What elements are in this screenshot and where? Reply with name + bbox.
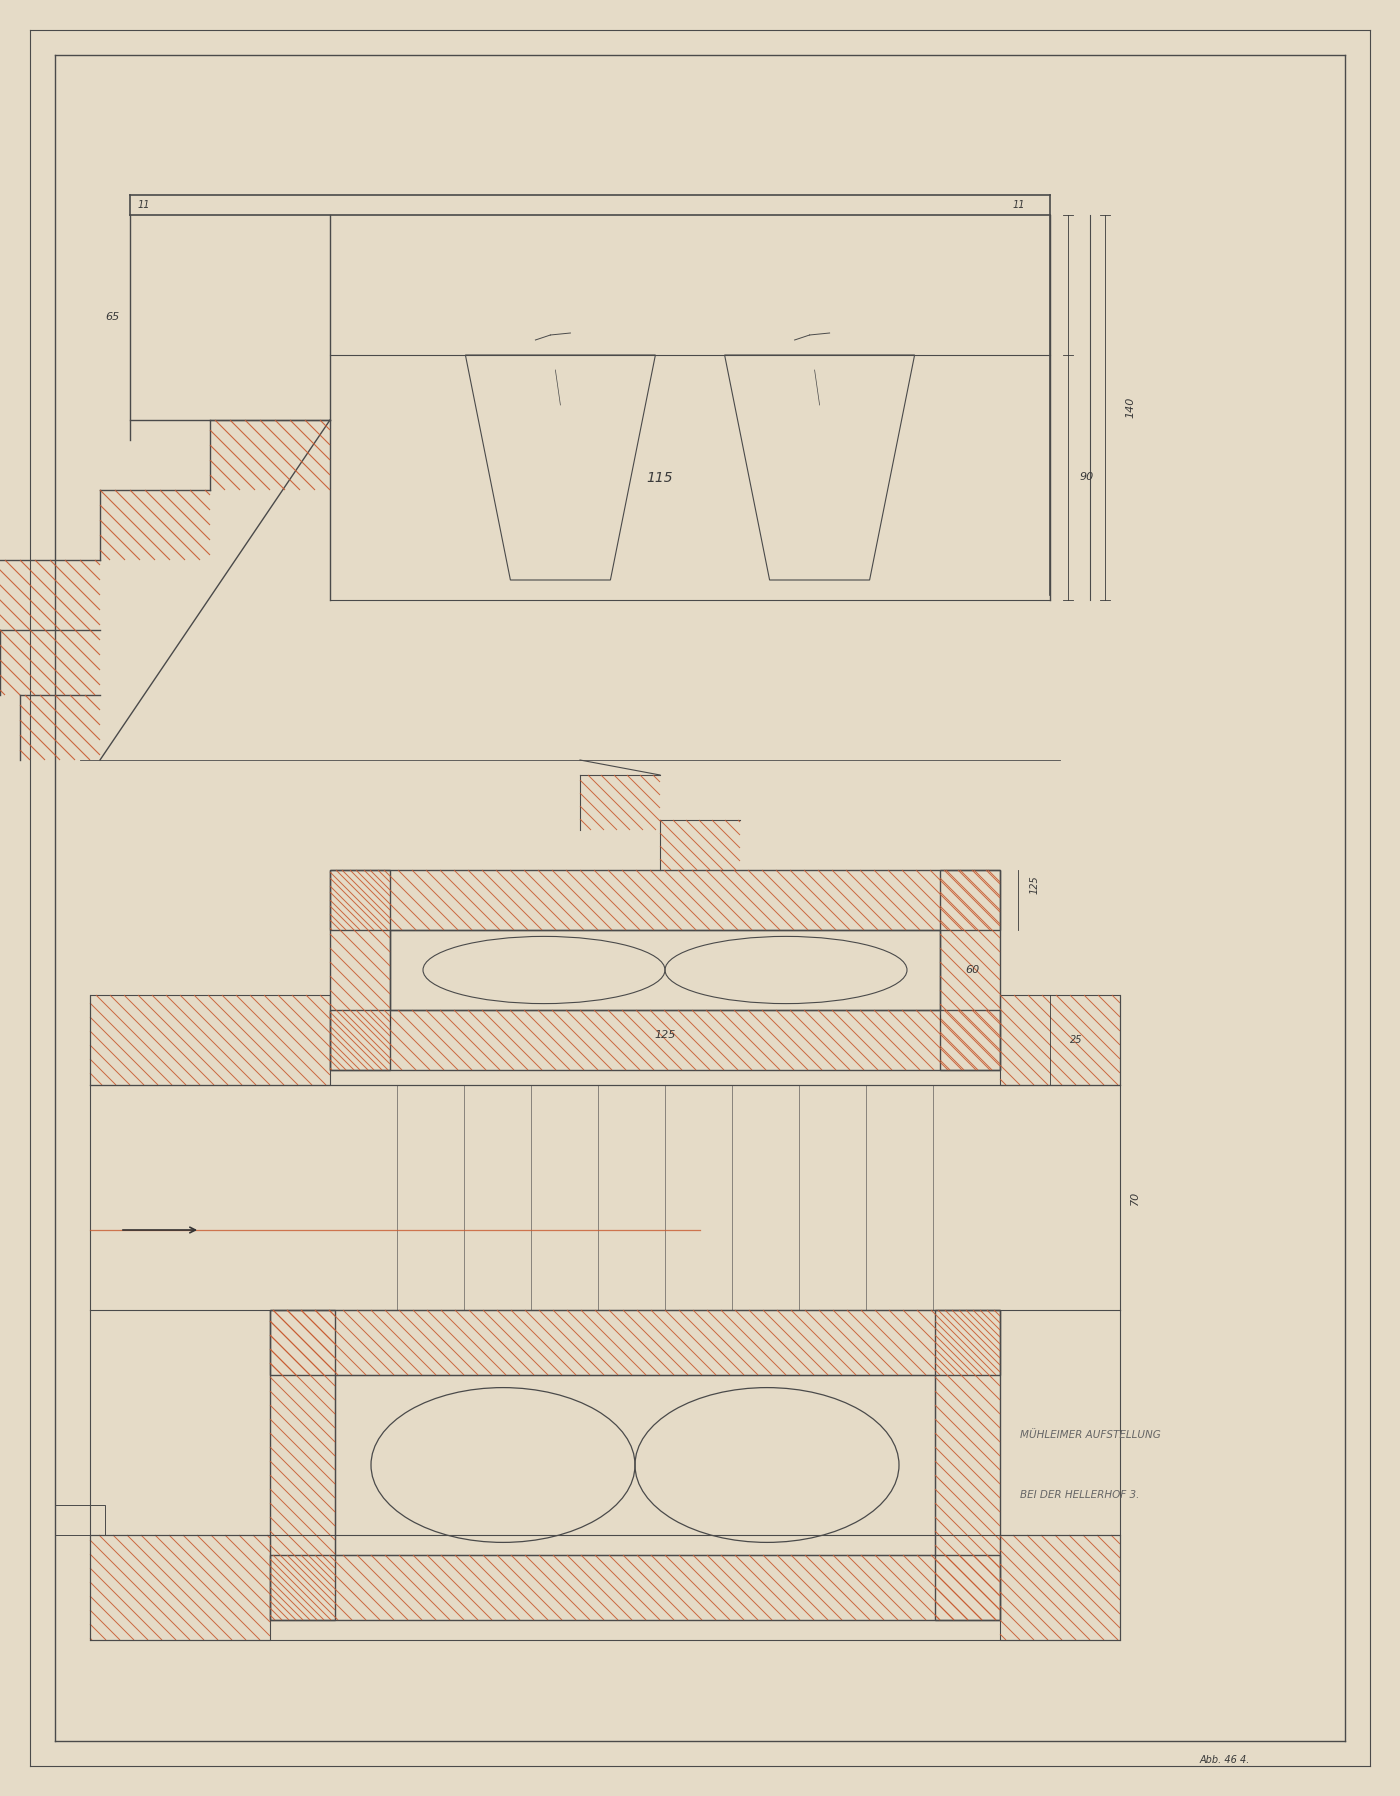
Text: 25: 25	[1070, 1034, 1082, 1045]
Text: 90: 90	[1079, 472, 1095, 483]
Text: 115: 115	[647, 471, 673, 485]
Text: 125: 125	[1030, 875, 1040, 894]
Bar	[1000, 995, 1120, 1085]
Text: 140: 140	[1126, 397, 1135, 418]
Text: BEI DER HELLERHOF 3.: BEI DER HELLERHOF 3.	[1021, 1491, 1140, 1500]
Bar	[391, 930, 939, 1009]
Text: 125: 125	[654, 1029, 676, 1040]
Text: 65: 65	[106, 313, 120, 323]
Bar	[90, 995, 330, 1085]
Bar	[55, 1505, 105, 1536]
Text: 11: 11	[1012, 199, 1025, 210]
Text: MÜHLEIMER AUFSTELLUNG: MÜHLEIMER AUFSTELLUNG	[1021, 1430, 1161, 1440]
Bar	[330, 869, 1000, 930]
Text: 11: 11	[139, 199, 151, 210]
Bar	[335, 1376, 935, 1555]
Text: 60: 60	[965, 964, 979, 975]
Bar	[939, 869, 1000, 1070]
Bar	[270, 1309, 335, 1620]
Bar	[935, 1309, 1000, 1620]
Bar	[270, 1555, 1000, 1620]
Bar	[330, 869, 391, 1070]
Text: 70: 70	[1130, 1191, 1140, 1205]
Text: Abb. 46 4.: Abb. 46 4.	[1200, 1755, 1250, 1765]
Bar	[330, 1009, 1000, 1070]
Bar	[90, 1536, 270, 1640]
Bar	[1000, 1536, 1120, 1640]
Bar	[270, 1309, 1000, 1376]
